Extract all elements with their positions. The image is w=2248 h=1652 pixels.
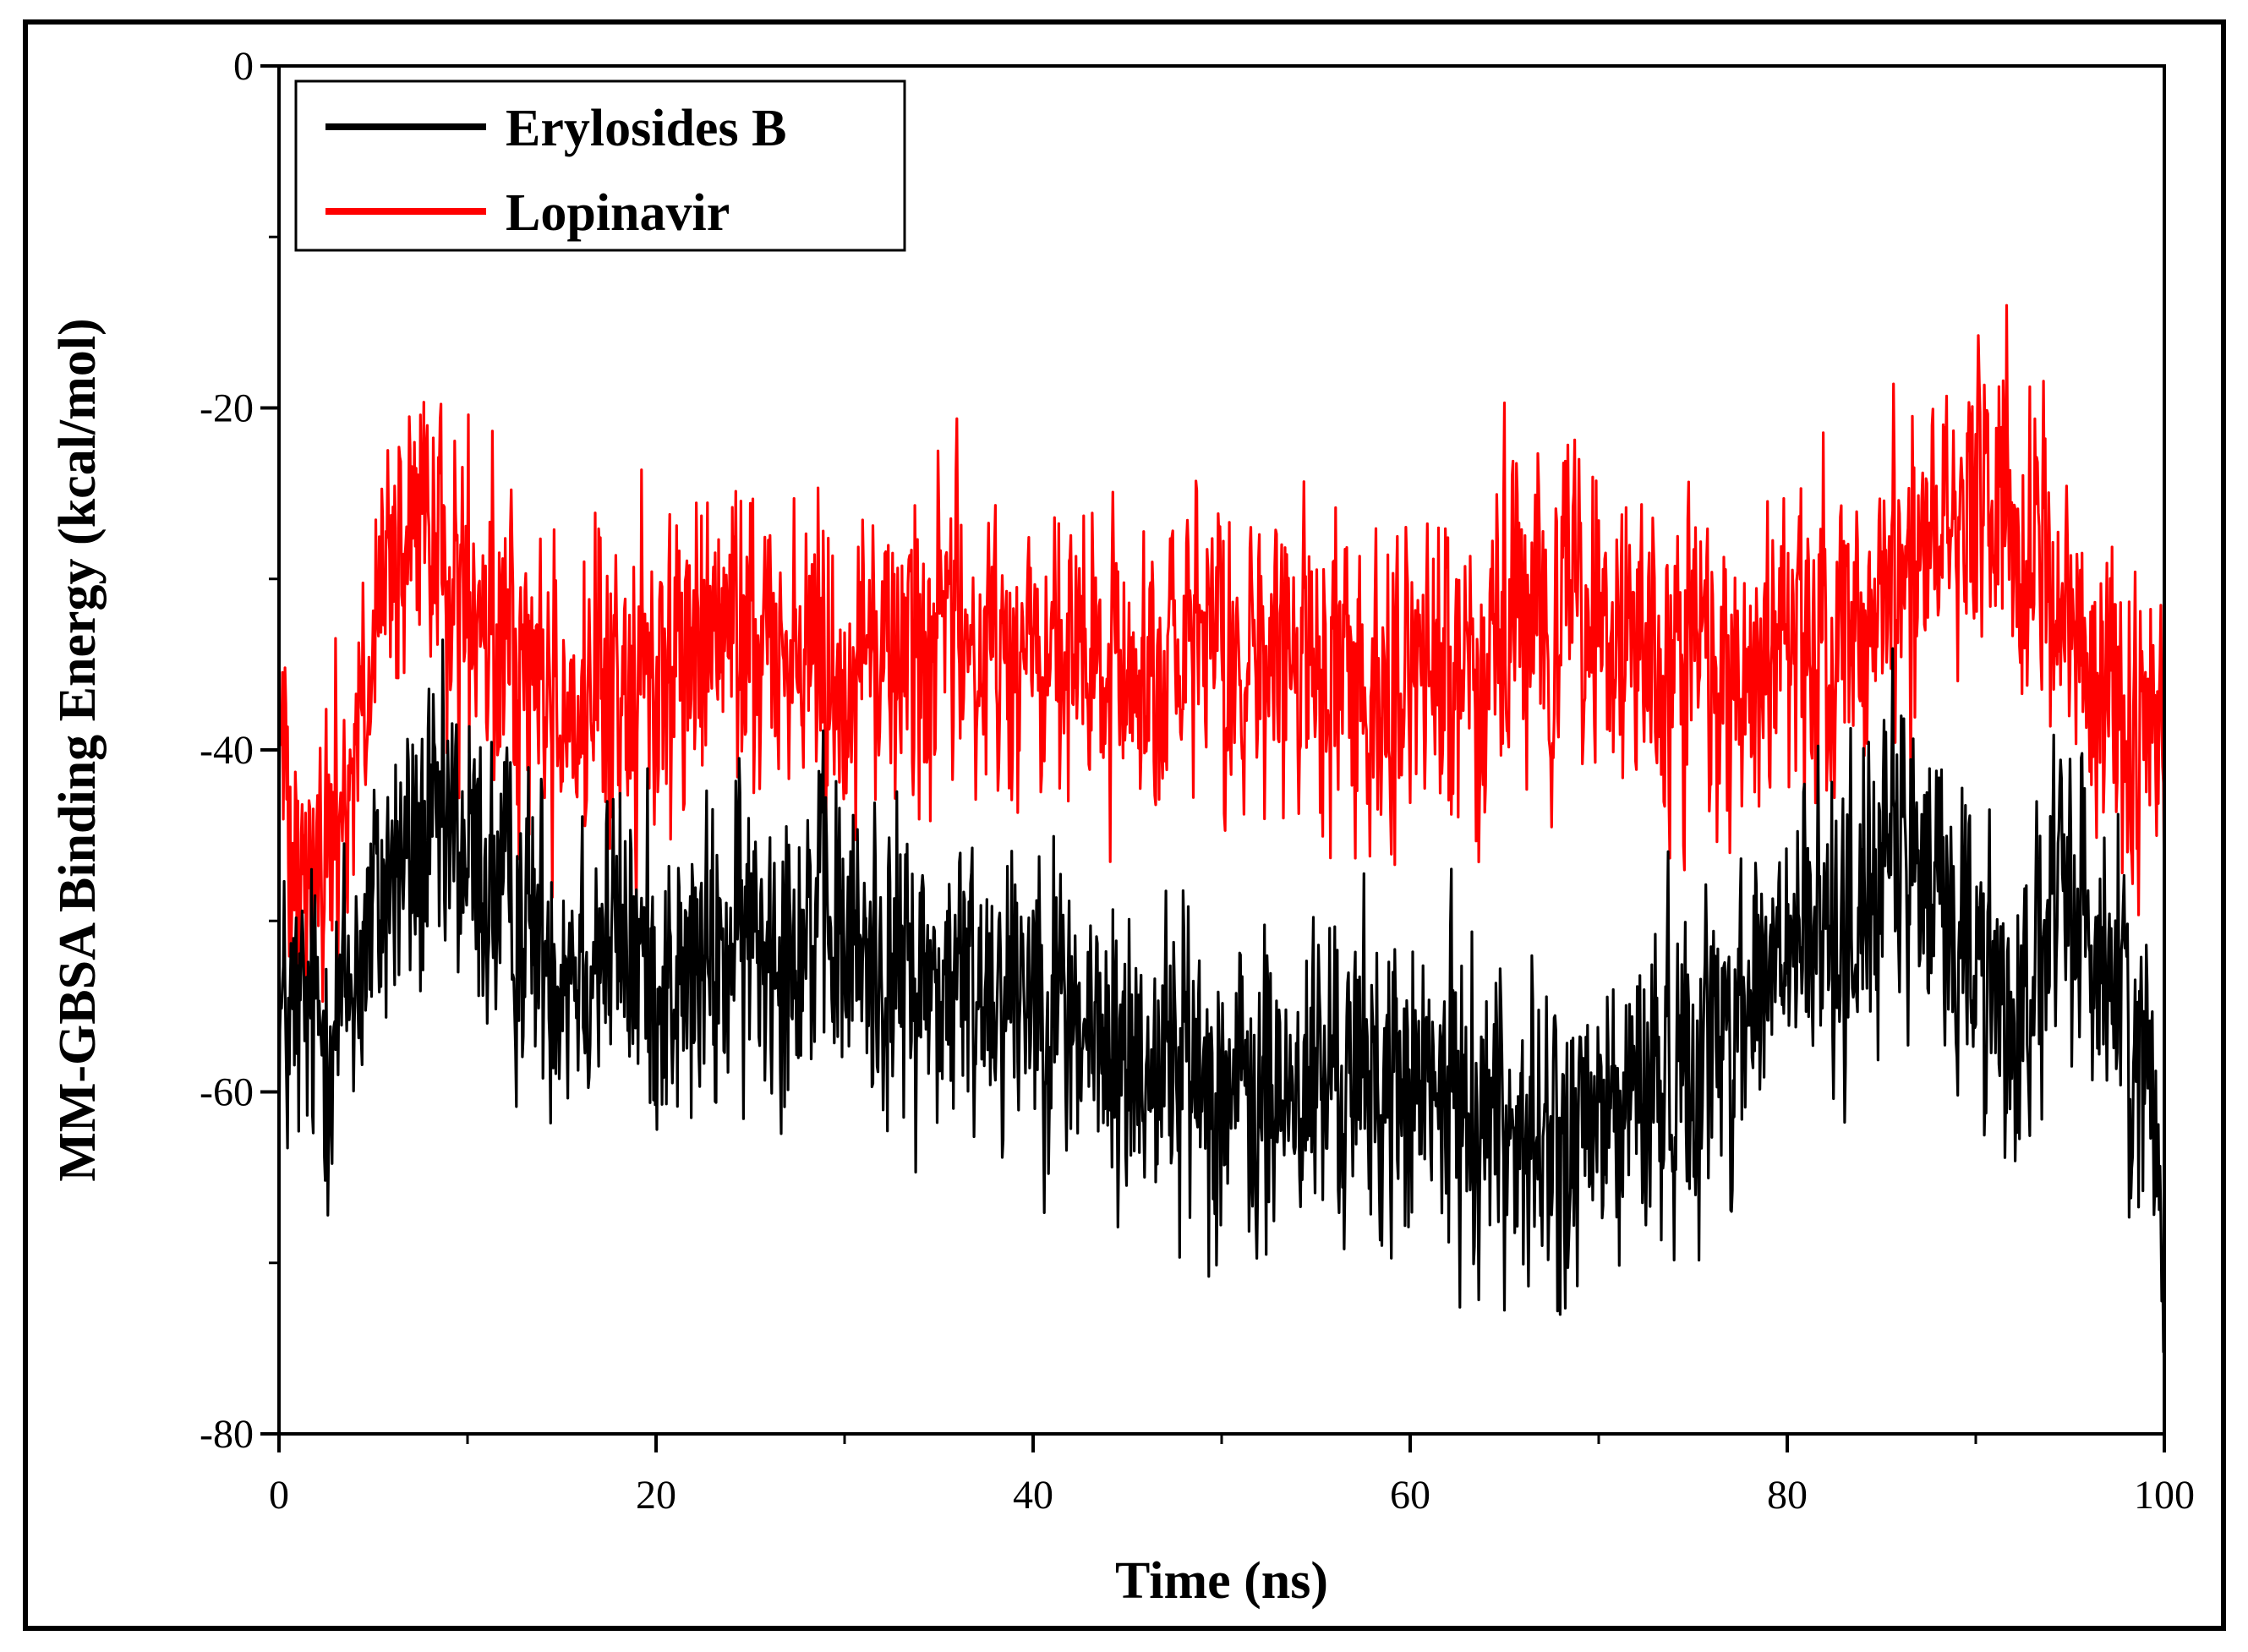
series-line-lopinavir [277, 304, 2166, 1028]
legend: Erylosides B Lopinavir [294, 79, 906, 252]
x-tick-label-4: 80 [1767, 1473, 1808, 1518]
y-axis-title: MM-GBSA Binding Energy (kcal/mol) [49, 318, 107, 1181]
y-tick-label-4: -80 [200, 1412, 254, 1457]
x-axis-title: Time (ns) [1115, 1552, 1328, 1610]
x-tick-label-2: 40 [1013, 1473, 1053, 1518]
legend-label-lopinavir: Lopinavir [506, 184, 730, 242]
y-tick-label-2: -40 [200, 728, 254, 773]
y-axis-ticks: 0 -20 -40 -60 -80 [200, 44, 279, 1457]
x-tick-label-3: 60 [1390, 1473, 1430, 1518]
series-line-erylosides-b [277, 638, 2166, 1354]
legend-box [294, 79, 906, 252]
legend-label-erylosides-b: Erylosides B [506, 100, 786, 157]
series-group [277, 304, 2166, 1354]
y-tick-label-3: -60 [200, 1070, 254, 1115]
y-tick-label-0: 0 [233, 44, 254, 89]
y-tick-label-1: -20 [200, 386, 254, 431]
x-tick-label-1: 20 [636, 1473, 676, 1518]
x-tick-label-5: 100 [2134, 1473, 2195, 1518]
x-tick-label-0: 0 [269, 1473, 289, 1518]
x-axis-ticks: 0 20 40 60 80 100 [269, 1434, 2195, 1518]
